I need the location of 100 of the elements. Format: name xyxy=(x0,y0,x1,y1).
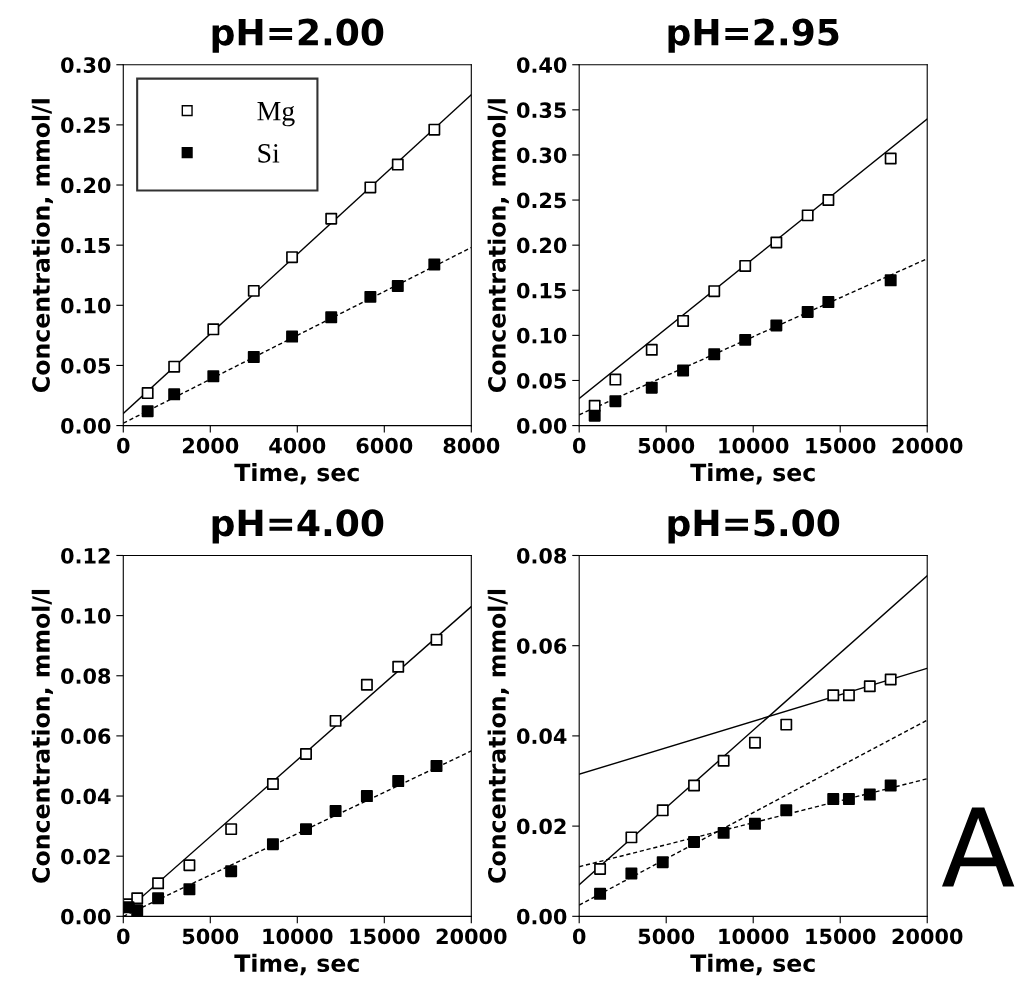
point xyxy=(430,633,443,646)
point xyxy=(645,343,658,356)
y-tick-label: 0.08 xyxy=(516,547,567,564)
x-tick-label: 0 xyxy=(117,437,130,454)
legend-label: Si xyxy=(258,144,280,163)
point xyxy=(884,274,897,287)
point xyxy=(827,793,840,806)
point xyxy=(594,862,607,875)
point xyxy=(141,387,154,400)
x-tick-label: 4000 xyxy=(269,437,326,454)
point xyxy=(428,258,441,271)
point xyxy=(801,305,814,318)
point xyxy=(717,826,730,839)
x-axis-title: Time, sec xyxy=(690,463,815,485)
point xyxy=(739,333,752,346)
point xyxy=(708,285,721,298)
point xyxy=(286,330,299,343)
y-tick-label: 0.06 xyxy=(61,728,111,745)
y-tick-label: 0.00 xyxy=(516,908,567,925)
point xyxy=(588,409,601,422)
point xyxy=(625,831,638,844)
y-tick-label: 0.08 xyxy=(61,668,111,684)
y-tick-label: 0.20 xyxy=(61,177,111,194)
point xyxy=(688,835,701,848)
x-tick-label: 5000 xyxy=(638,437,695,454)
point xyxy=(645,381,658,394)
point xyxy=(286,251,299,264)
point xyxy=(884,673,897,686)
legend-label: Mg xyxy=(257,102,295,127)
point xyxy=(863,788,876,801)
point xyxy=(391,280,404,293)
point xyxy=(168,360,181,373)
point xyxy=(183,883,196,896)
point xyxy=(325,212,338,225)
x-tick-label: 10000 xyxy=(719,928,789,945)
x-tick-label: 5000 xyxy=(638,928,695,945)
x-tick-label: 20000 xyxy=(892,437,963,454)
y-tick-label: 0.04 xyxy=(61,788,111,805)
y-tick-label: 0.00 xyxy=(516,418,567,434)
y-tick-label: 0.02 xyxy=(61,848,110,865)
y-tick-label: 0.02 xyxy=(516,818,566,835)
y-tick-label: 0.20 xyxy=(516,237,567,254)
point xyxy=(360,678,373,691)
point xyxy=(300,823,312,836)
point xyxy=(247,351,260,364)
point xyxy=(677,364,690,377)
point xyxy=(266,838,279,851)
point xyxy=(842,689,855,702)
x-tick-label: 5000 xyxy=(182,928,239,945)
y-tick-label: 0.12 xyxy=(61,547,110,564)
y-tick-label: 0.06 xyxy=(516,638,567,654)
y-tick-label: 0.30 xyxy=(61,57,111,73)
y-tick-label: 0.00 xyxy=(61,908,111,925)
x-tick-label: 0 xyxy=(572,928,586,945)
y-tick-label: 0.05 xyxy=(61,357,111,374)
y-tick-label: 0.25 xyxy=(61,117,111,134)
x-tick-label: 15000 xyxy=(806,928,876,945)
point xyxy=(842,793,855,806)
x-tick-label: 0 xyxy=(117,928,130,945)
point xyxy=(183,859,196,872)
point xyxy=(884,152,897,165)
point xyxy=(131,904,144,917)
point xyxy=(863,680,876,693)
text: A xyxy=(941,807,1015,887)
point xyxy=(392,775,405,787)
x-tick-label: 8000 xyxy=(443,437,500,454)
chart-title: pH=2.95 xyxy=(668,18,839,53)
x-tick-label: 20000 xyxy=(892,928,963,945)
y-tick-label: 0.05 xyxy=(516,372,566,389)
x-tick-label: 20000 xyxy=(436,928,507,945)
x-tick-label: 2000 xyxy=(182,437,239,454)
point xyxy=(225,865,238,878)
point xyxy=(594,887,607,900)
chart-title: pH=2.00 xyxy=(212,18,384,53)
y-tick-label: 0.40 xyxy=(516,57,567,73)
point xyxy=(141,405,154,418)
point xyxy=(748,817,761,830)
y-tick-label: 0.00 xyxy=(61,418,111,434)
point xyxy=(266,778,279,790)
y-tick-label: 0.15 xyxy=(516,282,566,299)
point xyxy=(325,311,338,324)
point xyxy=(708,348,721,361)
point xyxy=(780,804,793,817)
point xyxy=(168,388,181,401)
y-tick-label: 0.35 xyxy=(516,102,566,119)
x-tick-label: 10000 xyxy=(263,928,333,945)
point xyxy=(360,790,373,803)
point xyxy=(430,759,443,772)
point xyxy=(822,194,835,207)
y-axis-title: Concentration, mmol/l xyxy=(31,589,53,883)
point xyxy=(748,736,761,749)
point xyxy=(207,370,220,383)
x-axis-title: Time, sec xyxy=(234,463,359,485)
x-tick-label: 15000 xyxy=(350,928,420,945)
y-tick-label: 0.10 xyxy=(516,327,567,344)
point xyxy=(677,314,690,327)
point xyxy=(625,867,638,880)
y-tick-label: 0.30 xyxy=(516,147,567,164)
point xyxy=(391,158,404,171)
y-tick-label: 0.10 xyxy=(61,297,111,314)
